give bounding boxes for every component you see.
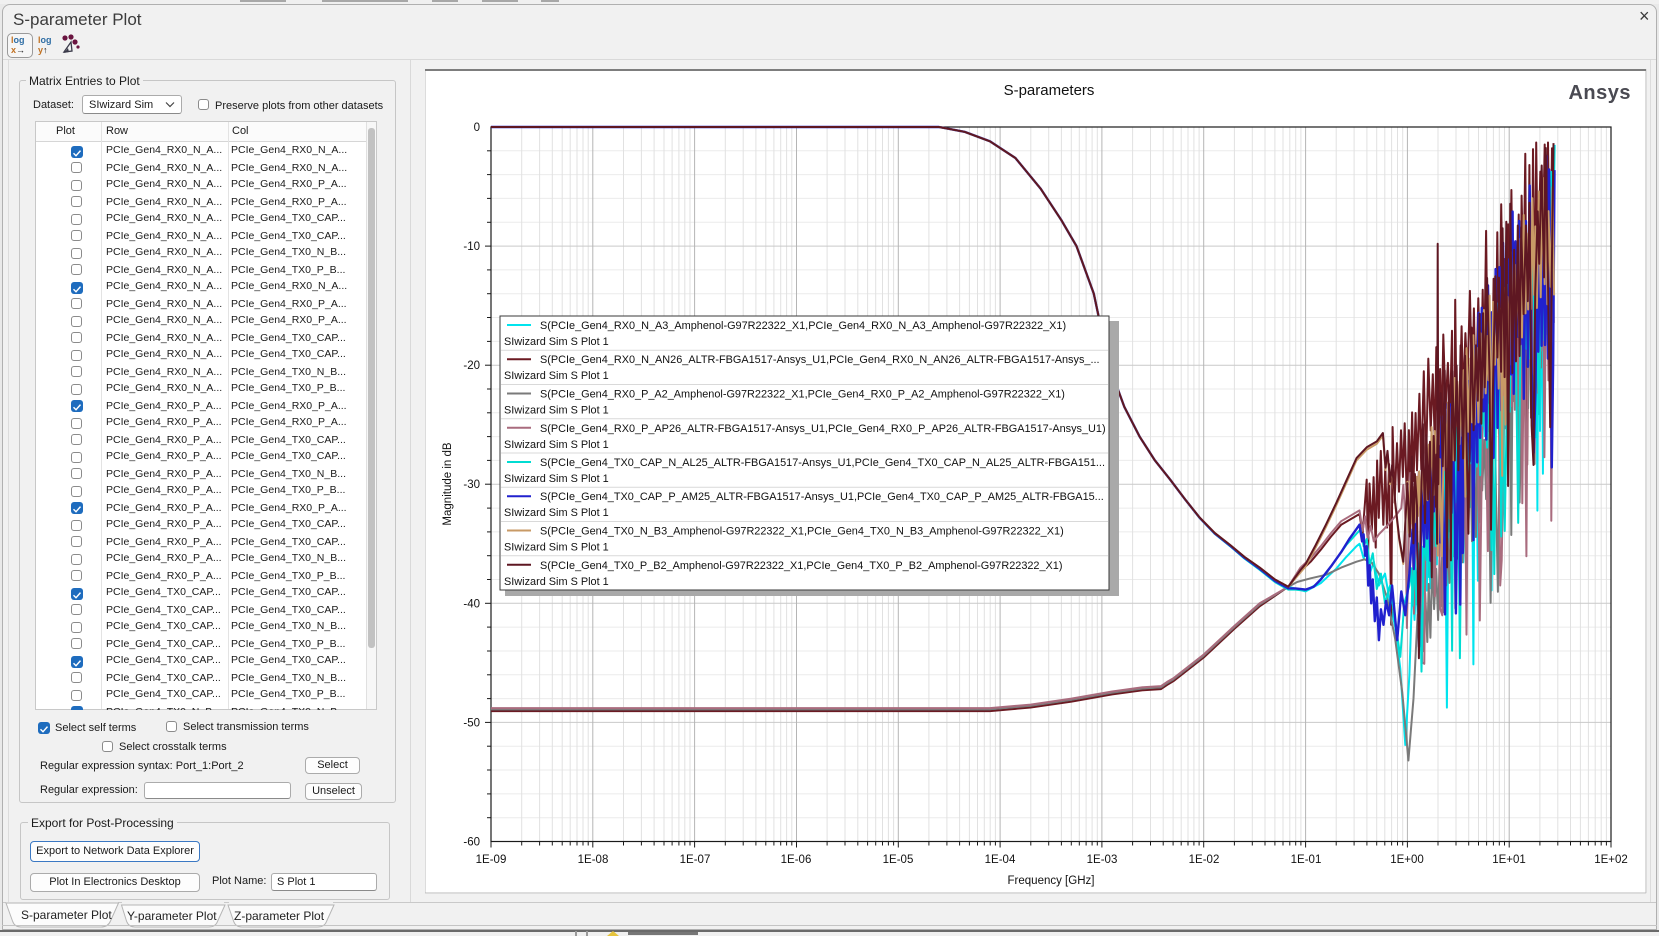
svg-text:SIwizard Sim S Plot 1: SIwizard Sim S Plot 1 [504, 370, 609, 382]
svg-text:-20: -20 [463, 360, 480, 372]
svg-text:1E+02: 1E+02 [1594, 854, 1628, 866]
svg-text:-40: -40 [463, 598, 480, 610]
svg-text:SIwizard Sim S Plot 1: SIwizard Sim S Plot 1 [504, 439, 609, 451]
svg-text:S(PCIe_Gen4_TX0_CAP_P_AM25_ALT: S(PCIe_Gen4_TX0_CAP_P_AM25_ALTR-FBGA1517… [540, 491, 1104, 503]
svg-text:S(PCIe_Gen4_RX0_N_AN26_ALTR-FB: S(PCIe_Gen4_RX0_N_AN26_ALTR-FBGA1517-Ans… [540, 354, 1100, 366]
svg-text:Z-parameter Plot: Z-parameter Plot [234, 909, 325, 923]
svg-text:1E-03: 1E-03 [1087, 854, 1118, 866]
svg-text:1E-01: 1E-01 [1291, 854, 1322, 866]
svg-text:SIwizard Sim S Plot 1: SIwizard Sim S Plot 1 [504, 507, 609, 519]
svg-text:-30: -30 [463, 479, 480, 491]
svg-text:SIwizard Sim S Plot 1: SIwizard Sim S Plot 1 [504, 473, 609, 485]
svg-text:SIwizard Sim S Plot 1: SIwizard Sim S Plot 1 [504, 405, 609, 417]
svg-text:-10: -10 [463, 241, 480, 253]
svg-text:Frequency [GHz]: Frequency [GHz] [1008, 875, 1095, 887]
svg-text:1E+00: 1E+00 [1390, 854, 1424, 866]
svg-text:SIwizard Sim S Plot 1: SIwizard Sim S Plot 1 [504, 336, 609, 348]
svg-text:Magnitude in dB: Magnitude in dB [442, 442, 454, 525]
svg-text:S(PCIe_Gen4_TX0_CAP_N_AL25_ALT: S(PCIe_Gen4_TX0_CAP_N_AL25_ALTR-FBGA1517… [540, 457, 1105, 469]
svg-text:S-parameters: S-parameters [1004, 82, 1095, 99]
svg-text:1E-09: 1E-09 [476, 854, 507, 866]
svg-text:0: 0 [474, 122, 480, 134]
svg-text:1E-06: 1E-06 [781, 854, 812, 866]
svg-text:SIwizard Sim S Plot 1: SIwizard Sim S Plot 1 [504, 542, 609, 554]
svg-text:S(PCIe_Gen4_RX0_P_AP26_ALTR-FB: S(PCIe_Gen4_RX0_P_AP26_ALTR-FBGA1517-Ans… [540, 423, 1106, 435]
svg-text:1E-04: 1E-04 [985, 854, 1016, 866]
svg-text:S(PCIe_Gen4_RX0_P_A2_Amphenol-: S(PCIe_Gen4_RX0_P_A2_Amphenol-G97R22322_… [540, 389, 1065, 401]
svg-text:SIwizard Sim S Plot 1: SIwizard Sim S Plot 1 [504, 576, 609, 588]
svg-text:S-parameter Plot: S-parameter Plot [21, 908, 112, 922]
svg-text:1E-02: 1E-02 [1189, 854, 1220, 866]
svg-text:S(PCIe_Gen4_RX0_N_A3_Amphenol-: S(PCIe_Gen4_RX0_N_A3_Amphenol-G97R22322_… [540, 320, 1066, 332]
svg-text:1E-07: 1E-07 [680, 854, 711, 866]
svg-text:Y-parameter Plot: Y-parameter Plot [127, 909, 217, 923]
svg-text:1E-05: 1E-05 [883, 854, 914, 866]
svg-text:S(PCIe_Gen4_TX0_N_B3_Amphenol-: S(PCIe_Gen4_TX0_N_B3_Amphenol-G97R22322_… [540, 526, 1064, 538]
svg-text:-60: -60 [463, 837, 480, 849]
svg-text:Ansys: Ansys [1568, 82, 1631, 104]
svg-text:-50: -50 [463, 717, 480, 729]
svg-text:1E-08: 1E-08 [578, 854, 609, 866]
svg-text:S(PCIe_Gen4_TX0_P_B2_Amphenol-: S(PCIe_Gen4_TX0_P_B2_Amphenol-G97R22322_… [540, 560, 1063, 572]
svg-text:1E+01: 1E+01 [1492, 854, 1526, 866]
